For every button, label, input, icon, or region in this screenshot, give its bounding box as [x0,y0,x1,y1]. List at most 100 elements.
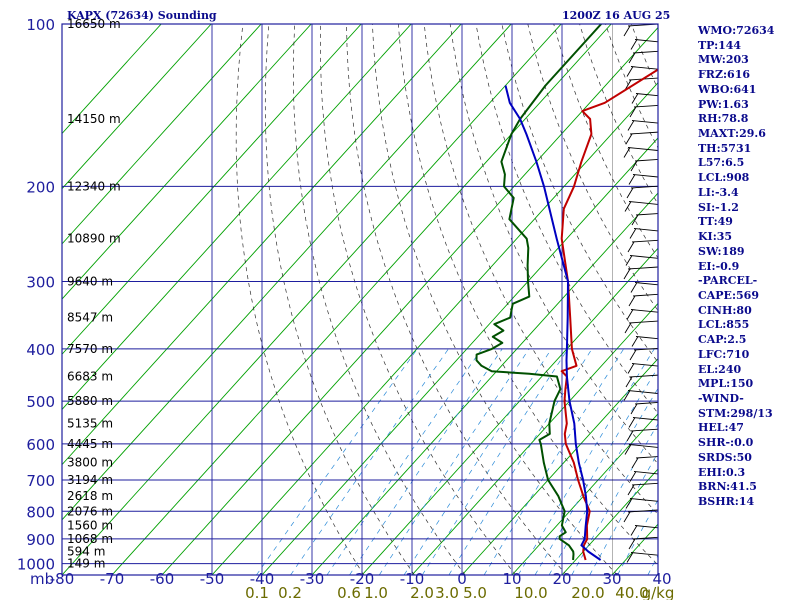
wind-barb-flag [632,94,638,104]
index-item: LFC:710 [698,348,774,363]
wind-barb-flag [627,431,633,441]
index-item: -PARCEL- [698,274,774,289]
pressure-tick-label: 900 [26,531,55,549]
wind-barb-flag [628,364,634,374]
height-label: 4445 m [67,437,113,451]
mixing-ratio-line [379,349,529,575]
index-item: BRN:41.5 [698,480,774,495]
wind-barb-flag [632,337,638,347]
wind-barb [630,132,660,134]
temperature-tick-label: -30 [300,570,325,588]
wind-barb [634,105,664,107]
mixing-ratio-line [549,349,682,575]
wind-barb-flag [629,418,635,428]
index-item: LCL:855 [698,318,774,333]
wind-barb [628,391,658,394]
wind-barb-flag [624,148,630,158]
mixing-ratio-label: 5.0 [463,584,487,600]
pressure-tick-label: 800 [26,503,55,521]
index-item: HEL:47 [698,421,774,436]
height-label: 9640 m [67,274,113,288]
height-label: 149 m [67,557,105,571]
wind-barb-flag [628,485,634,495]
dry-adiabat-line [787,24,800,575]
wind-barb-flag [631,526,637,536]
index-item: PW:1.63 [698,98,774,113]
wind-barb-flag [627,67,633,77]
mixing-ratio-line [449,349,592,575]
mixing-ratio-label: 2.0 [410,584,434,600]
index-item: SI:-1.2 [698,201,774,216]
wind-barb-flag [627,188,633,198]
index-item: SRDS:50 [698,451,774,466]
index-item: TP:144 [698,39,774,54]
wind-barb-flag [627,310,633,320]
mixing-ratio-label: 1.0 [364,584,388,600]
index-item: CAP:2.5 [698,333,774,348]
dry-adiabat-line [347,24,567,575]
index-item: LI:-3.4 [698,186,774,201]
wind-barb-flag [630,350,636,360]
wind-barb-flag [631,40,637,50]
temperature-tick-label: -50 [200,570,225,588]
wind-barb [636,213,666,215]
index-item: MAXT:29.6 [698,127,774,142]
wind-barb-flag [629,175,635,185]
index-item: L57:6.5 [698,156,774,171]
mixing-ratio-line [327,349,482,575]
wind-barb-flag [626,134,632,144]
height-label: 12340 m [67,179,121,193]
index-item: RH:78.8 [698,112,774,127]
wind-barb [628,267,658,269]
wind-barb [635,159,665,161]
wind-barb [634,229,664,232]
wind-barb-flag [628,121,634,131]
height-label: 2618 m [67,489,113,503]
wind-barb-flag [626,256,632,266]
dry-adiabat-line [265,24,414,575]
wind-barb-flag [631,161,637,171]
index-item: CINH:80 [698,304,774,319]
dry-adiabat-line [424,24,719,575]
index-item: LCL:908 [698,171,774,186]
index-item: SW:189 [698,245,774,260]
index-item: KI:35 [698,230,774,245]
mixing-ratio-line [404,349,552,575]
temperature-tick-label: -80 [50,570,75,588]
wind-barb [630,499,660,502]
mixing-ratio-label: 0.6 [337,584,361,600]
wind-barb-flag [628,242,634,252]
height-label: 10890 m [67,232,121,246]
temperature-tick-label: -70 [100,570,125,588]
dry-adiabat-line [236,24,364,575]
mixing-ratio-label: 0.1 [245,584,269,600]
pressure-tick-label: 400 [26,341,55,359]
mixing-ratio-line [572,349,702,575]
height-label: 5880 m [67,394,113,408]
index-item: TH:5731 [698,142,774,157]
index-item: EHI:0.3 [698,466,774,481]
height-label: 8547 m [67,311,113,325]
index-item: EI:-0.9 [698,260,774,275]
pressure-tick-label: 300 [26,273,55,291]
temperature-tick-label: -60 [150,570,175,588]
index-item: -WIND- [698,392,774,407]
mixing-ratio-label: 10.0 [514,584,547,600]
wind-barb [629,321,659,323]
isotherm-line [0,24,311,575]
wind-barb [635,283,665,286]
wind-barb [631,310,661,313]
time-title: 1200Z 16 AUG 25 [562,9,670,22]
wind-barb-flag [624,512,630,522]
wind-barb-flag [624,26,630,36]
mixing-ratio-label: 3.0 [435,584,459,600]
wind-barb [635,526,665,529]
mixing-ratio-line [535,349,669,575]
wind-barb-flag [630,229,636,239]
isotherm-line [0,24,361,575]
wind-barb [634,472,664,475]
height-label: 14150 m [67,112,121,126]
